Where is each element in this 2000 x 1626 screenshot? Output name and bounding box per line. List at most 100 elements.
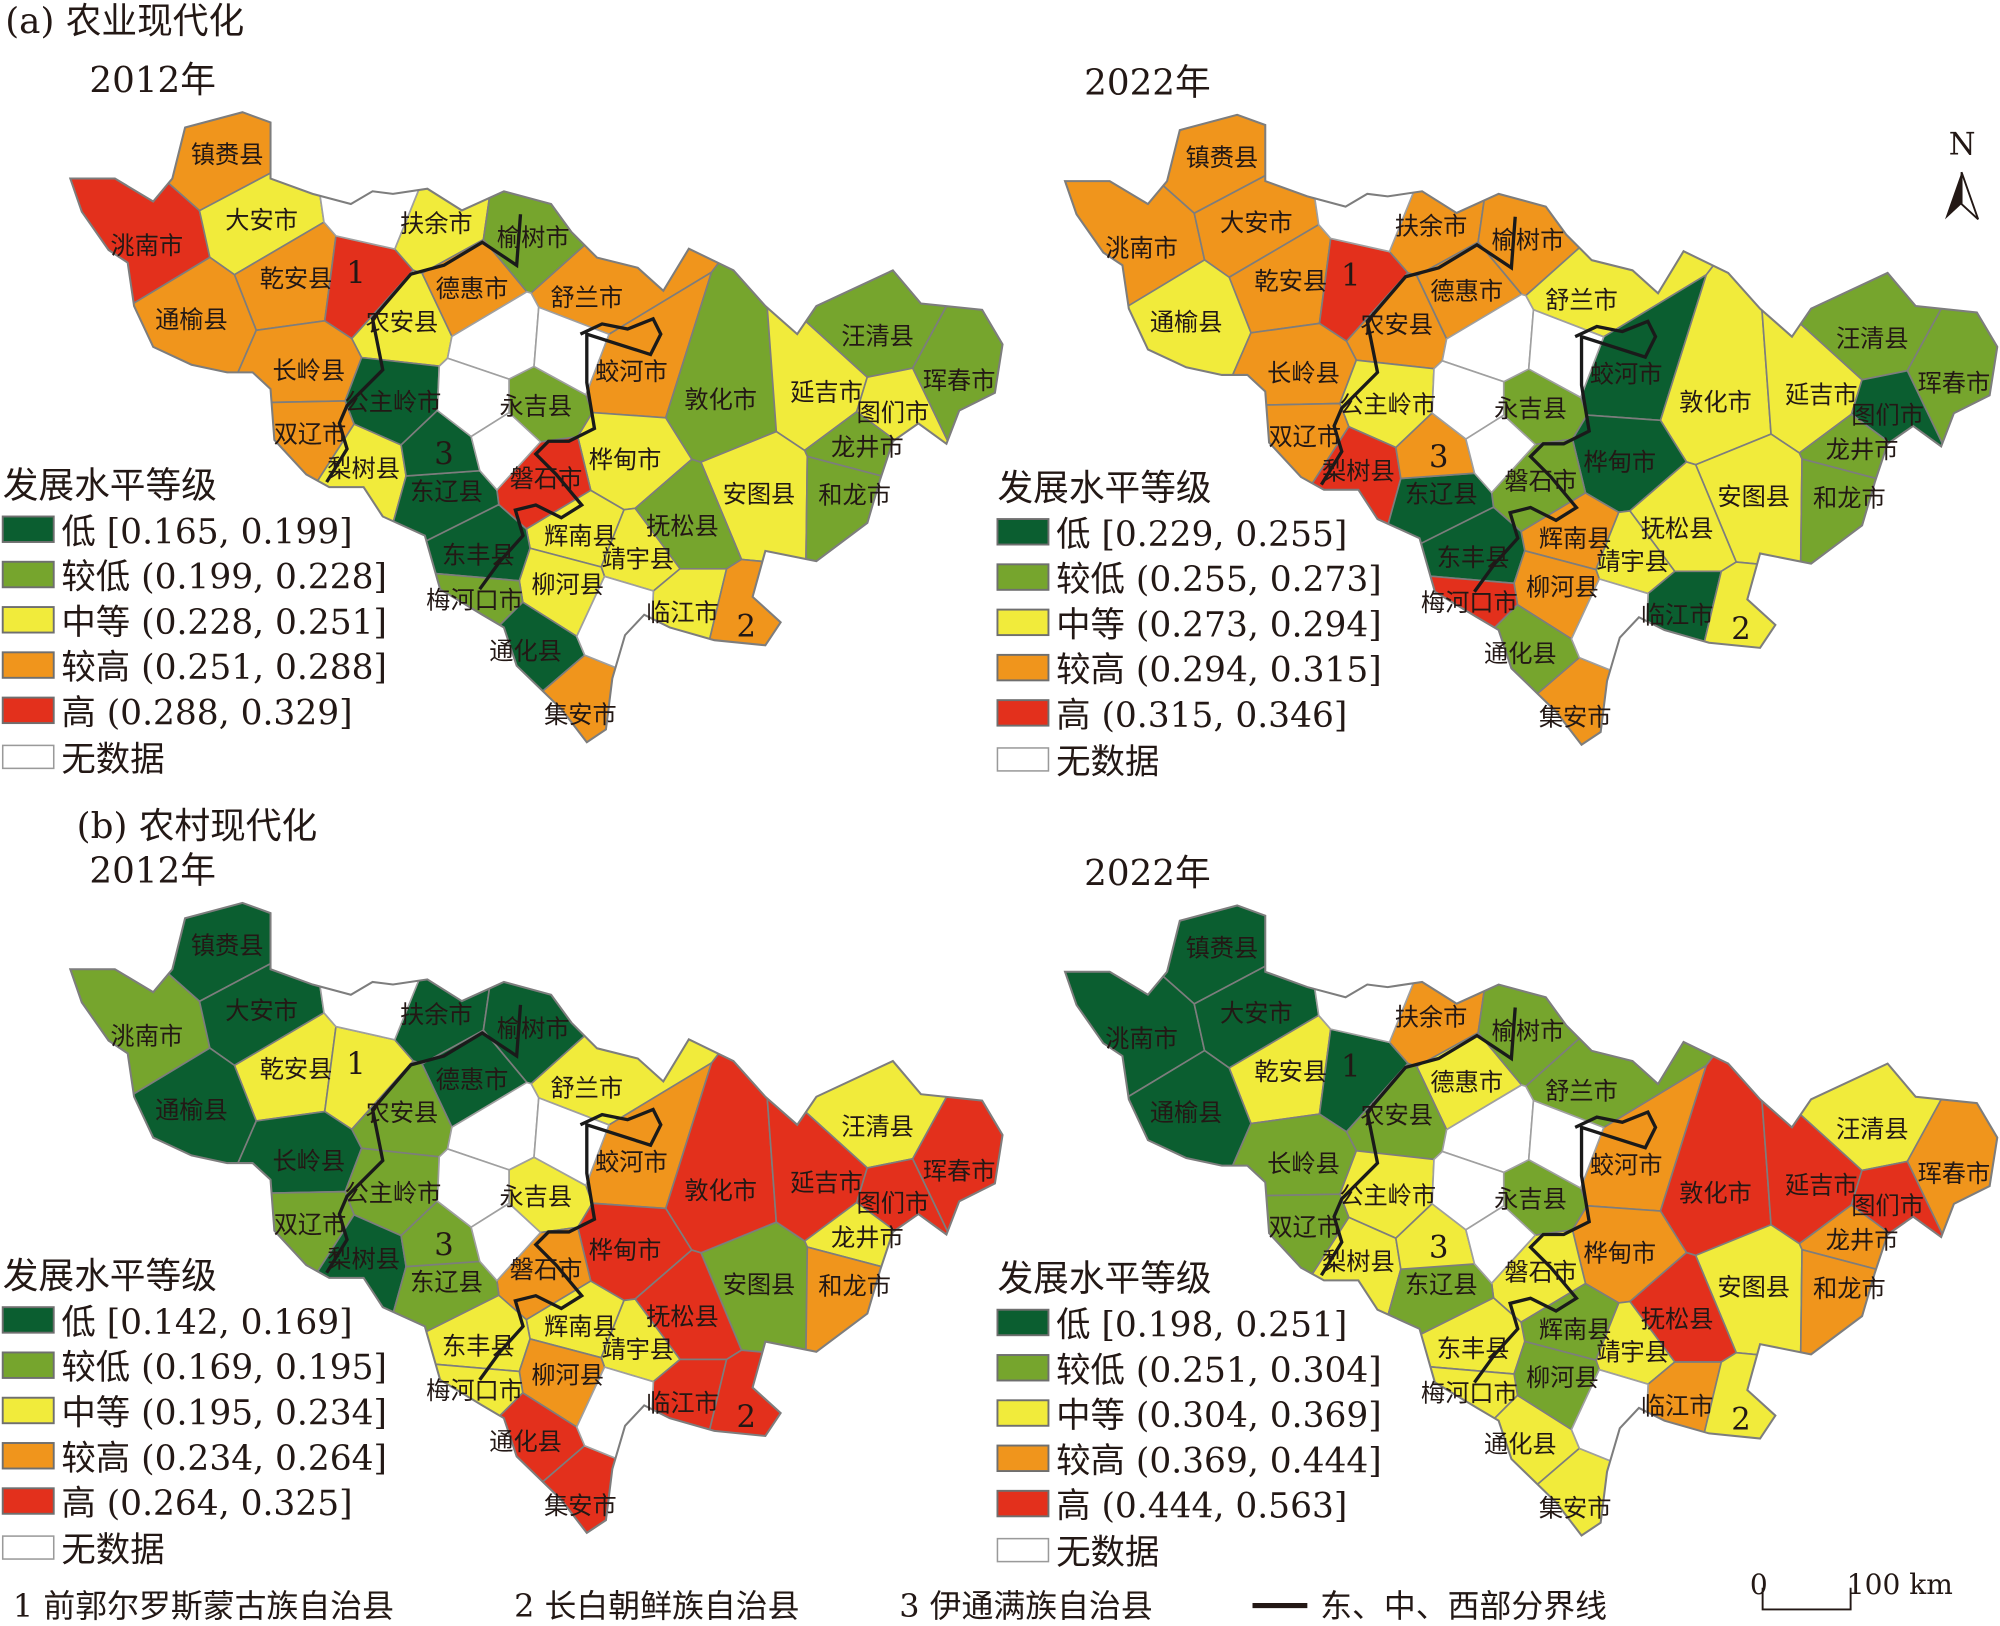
county-label: 榆树市	[1492, 227, 1565, 255]
legend-swatch	[1, 651, 55, 679]
legend-no-data-label: 无数据	[61, 1531, 164, 1571]
county-label: 集安市	[1539, 704, 1612, 732]
divider-line-label: 东、中、西部分界线	[1320, 1587, 1607, 1625]
county-label: 梅河口市	[426, 1377, 523, 1405]
county-label: 安图县	[1717, 1274, 1790, 1302]
county-label: 双辽市	[1268, 1214, 1341, 1242]
legend-item-label: 高 (0.315, 0.346]	[1056, 696, 1347, 736]
county-label: 靖宇县	[601, 1336, 674, 1364]
county-label: 梨树县	[1322, 1248, 1395, 1276]
county-label: 和龙市	[818, 482, 891, 510]
county-label: 敦化市	[1679, 389, 1752, 417]
county-label: 梅河口市	[1421, 589, 1518, 617]
legend-item-label: 高 (0.288, 0.329]	[61, 693, 352, 733]
legend-swatch	[1, 1487, 55, 1515]
county-label: 扶余市	[400, 1001, 473, 1029]
county-label: 镇赉县	[191, 932, 264, 960]
county-label: 磐石市	[1504, 468, 1577, 496]
county-region	[1643, 570, 1723, 726]
county-label: 大安市	[1220, 209, 1293, 237]
province-outline	[1063, 904, 1999, 1537]
legend-item-label: 较低 (0.199, 0.228]	[61, 558, 387, 598]
county-label: 龙井市	[1826, 436, 1899, 464]
county-label: 抚松县	[646, 1303, 719, 1331]
autonomous-county-marker: 2	[1731, 612, 1750, 647]
county-label: 桦甸市	[589, 1237, 662, 1265]
county-label: 东丰县	[1437, 1335, 1510, 1363]
legend-swatch-no-data	[996, 747, 1050, 772]
county-label: 永吉县	[499, 1183, 572, 1211]
county-label: 延吉市	[1785, 381, 1858, 409]
county-label: 东丰县	[442, 1332, 515, 1360]
county-label: 敦化市	[684, 386, 757, 414]
county-label: 敦化市	[1679, 1179, 1752, 1207]
legend-item-label: 中等 (0.195, 0.234]	[61, 1394, 387, 1434]
county-label: 乾安县	[1254, 267, 1327, 295]
county-label: 镇赉县	[1186, 934, 1259, 962]
legend-item-label: 较高 (0.234, 0.264]	[61, 1439, 387, 1479]
county-label: 磐石市	[1504, 1258, 1577, 1286]
county-label: 靖宇县	[1596, 548, 1669, 576]
legend-swatch-no-data	[996, 1537, 1050, 1563]
county-label: 扶余市	[1395, 1003, 1468, 1031]
legend-item-label: 较低 (0.251, 0.304]	[1056, 1351, 1382, 1391]
county-label: 柳河县	[531, 571, 604, 599]
county-region	[648, 1358, 728, 1514]
county-label: 永吉县	[1494, 395, 1567, 423]
footnote-item-2: 2 长白朝鲜族自治县	[514, 1587, 799, 1625]
legend-swatch	[996, 1489, 1050, 1518]
legend-swatch	[1, 1306, 55, 1334]
county-label: 通榆县	[155, 1096, 228, 1124]
county-region	[1477, 905, 1762, 1088]
province-outline	[68, 111, 1004, 744]
county-label: 龙井市	[831, 1224, 904, 1252]
county-label: 延吉市	[790, 378, 863, 406]
county-region	[688, 558, 1003, 743]
autonomous-county-marker: 2	[736, 609, 755, 644]
county-label: 延吉市	[1785, 1172, 1858, 1200]
county-label: 安图县	[723, 480, 796, 508]
county-label: 乾安县	[260, 1056, 333, 1084]
legend-swatch	[1, 1351, 55, 1379]
autonomous-county-marker: 1	[1341, 259, 1360, 294]
autonomous-county-marker: 1	[1341, 1049, 1360, 1084]
legend-swatch	[1, 1396, 55, 1425]
county-label: 洮南市	[110, 232, 183, 260]
region-divider-line	[1319, 1007, 1517, 1277]
county-label: 集安市	[544, 701, 617, 729]
no-data-region	[470, 1202, 542, 1282]
county-label: 靖宇县	[601, 546, 674, 574]
county-region	[688, 1349, 1003, 1533]
county-label: 长岭县	[1267, 359, 1340, 387]
legend-title: 发展水平等级	[997, 468, 1211, 509]
legend-swatch	[996, 1399, 1050, 1427]
autonomous-county-marker: 3	[434, 1228, 453, 1263]
county-label: 大安市	[225, 997, 298, 1025]
county-label: 梅河口市	[1421, 1380, 1518, 1408]
county-label: 柳河县	[1526, 574, 1599, 602]
county-label: 珲春市	[1918, 370, 1991, 398]
county-label: 柳河县	[531, 1362, 604, 1390]
legend-swatch	[1, 560, 55, 589]
legend-title: 发展水平等级	[997, 1259, 1211, 1300]
county-label: 敦化市	[684, 1177, 757, 1205]
county-label: 农安县	[1360, 1102, 1433, 1130]
county-label: 桦甸市	[1583, 1239, 1656, 1267]
county-label: 扶余市	[1395, 213, 1468, 241]
legend-title: 发展水平等级	[3, 1256, 217, 1297]
county-label: 通榆县	[1150, 1099, 1223, 1127]
county-label: 农安县	[366, 1099, 439, 1127]
legend-no-data-label: 无数据	[1056, 1533, 1159, 1573]
north-label: N	[1949, 127, 1976, 162]
county-label: 榆树市	[497, 224, 570, 252]
county-region	[1683, 1351, 1998, 1536]
autonomous-county-marker: 2	[1731, 1403, 1750, 1438]
county-label: 辉南县	[1539, 525, 1612, 553]
county-label: 临江市	[1641, 602, 1714, 630]
county-label: 永吉县	[1494, 1186, 1567, 1214]
